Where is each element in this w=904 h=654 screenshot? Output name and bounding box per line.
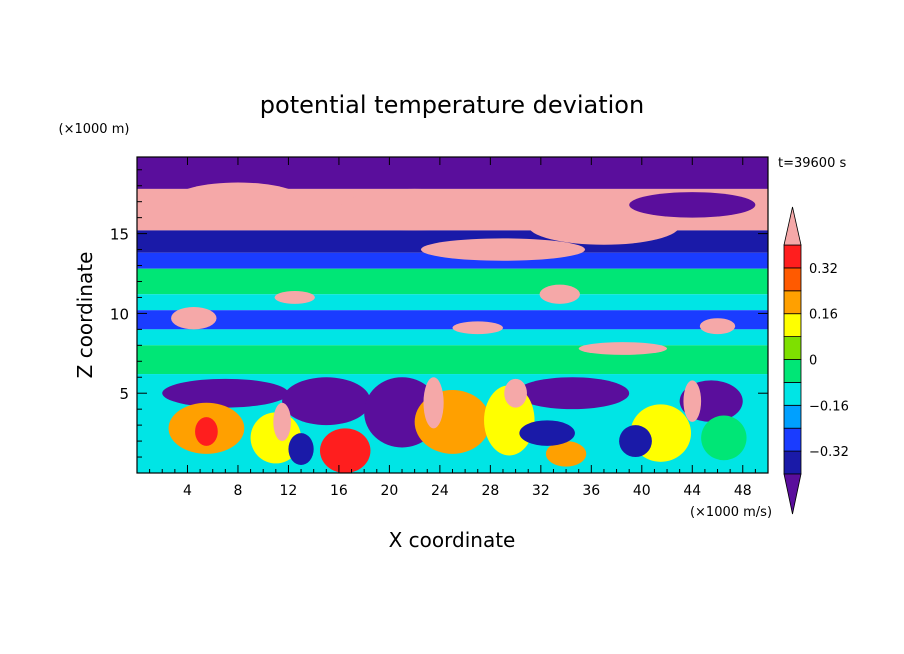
- x-tick-label-6: 28: [481, 483, 499, 499]
- x-tick-label-1: 8: [233, 483, 242, 499]
- x-tick-label-3: 16: [330, 483, 348, 499]
- colorbar-tick-label-1: 0.16: [809, 308, 838, 323]
- field-feature-28: [423, 377, 444, 429]
- colorbar-max-extension: [783, 206, 802, 246]
- x-tick-label-0: 4: [183, 483, 192, 499]
- y-unit-label: (×1000 m): [59, 122, 130, 137]
- field-band-5: [137, 294, 768, 311]
- field-feature-6: [274, 291, 315, 304]
- field-feature-2: [528, 206, 680, 245]
- field-feature-9: [578, 342, 668, 355]
- colorbar-segment-4: [783, 381, 802, 406]
- field-feature-24: [195, 417, 218, 446]
- field-feature-27: [619, 425, 652, 458]
- colorbar-tick-label-4: −0.32: [809, 445, 849, 460]
- field-feature-29: [273, 402, 291, 442]
- field-feature-23: [701, 415, 747, 461]
- x-tick-label-10: 44: [683, 483, 701, 499]
- chart-title: potential temperature deviation: [260, 91, 644, 119]
- y-axis-label: Z coordinate: [73, 252, 97, 379]
- contour-field: [137, 157, 768, 473]
- colorbar-segment-7: [783, 313, 802, 338]
- field-band-6: [137, 310, 768, 330]
- x-tick-label-9: 40: [633, 483, 651, 499]
- field-feature-26: [519, 420, 575, 446]
- field-feature-12: [282, 377, 371, 426]
- field-feature-11: [162, 378, 289, 408]
- x-tick-label-4: 20: [380, 483, 398, 499]
- colorbar-tick-label-2: 0: [809, 354, 817, 369]
- field-feature-0: [174, 182, 302, 215]
- field-feature-18: [319, 428, 371, 473]
- field-feature-31: [683, 380, 702, 422]
- colorbar-segment-3: [783, 404, 802, 429]
- field-band-3: [137, 252, 768, 269]
- field-feature-10: [699, 318, 736, 335]
- time-label: t=39600 s: [778, 156, 846, 171]
- colorbar-segment-1: [783, 450, 802, 475]
- x-axis: 4 8 12 16 20 24 28 32 36 40 44 48: [149, 157, 756, 499]
- y-tick-label-2: 15: [110, 226, 129, 244]
- field-band-4: [137, 268, 768, 295]
- field-feature-22: [545, 441, 587, 467]
- x-tick-label-7: 32: [532, 483, 550, 499]
- field-feature-7: [171, 307, 217, 330]
- field-feature-1: [338, 188, 491, 231]
- x-unit-label: (×1000 m/s): [690, 505, 772, 520]
- field-feature-4: [629, 192, 756, 218]
- x-tick-label-2: 12: [280, 483, 298, 499]
- field-feature-14: [515, 377, 630, 410]
- x-axis-label: X coordinate: [389, 528, 516, 552]
- colorbar-segment-10: [783, 244, 802, 269]
- x-tick-label-8: 36: [582, 483, 600, 499]
- colorbar-segment-6: [783, 336, 802, 360]
- colorbar-segment-5: [783, 359, 802, 383]
- y-tick-label-1: 10: [110, 305, 129, 323]
- field-feature-3: [420, 238, 586, 261]
- field-feature-30: [504, 378, 527, 408]
- colorbar-tick-label-0: 0.32: [809, 262, 838, 277]
- colorbar-segment-2: [783, 427, 802, 452]
- field-band-7: [137, 329, 768, 346]
- colorbar-min-extension: [783, 473, 802, 515]
- field-feature-8: [452, 321, 503, 335]
- field-feature-5: [539, 284, 580, 304]
- field-feature-25: [288, 433, 314, 466]
- colorbar-segment-9: [783, 267, 802, 292]
- x-tick-label-5: 24: [431, 483, 449, 499]
- field-band-8: [137, 345, 768, 375]
- colorbar-tick-label-3: −0.16: [809, 399, 849, 414]
- y-tick-label-0: 5: [119, 385, 129, 403]
- colorbar: 0.32 0.16 0 −0.16 −0.32: [783, 206, 849, 515]
- y-axis: 5 10 15: [110, 169, 768, 458]
- x-tick-label-11: 48: [734, 483, 752, 499]
- colorbar-segment-8: [783, 290, 802, 315]
